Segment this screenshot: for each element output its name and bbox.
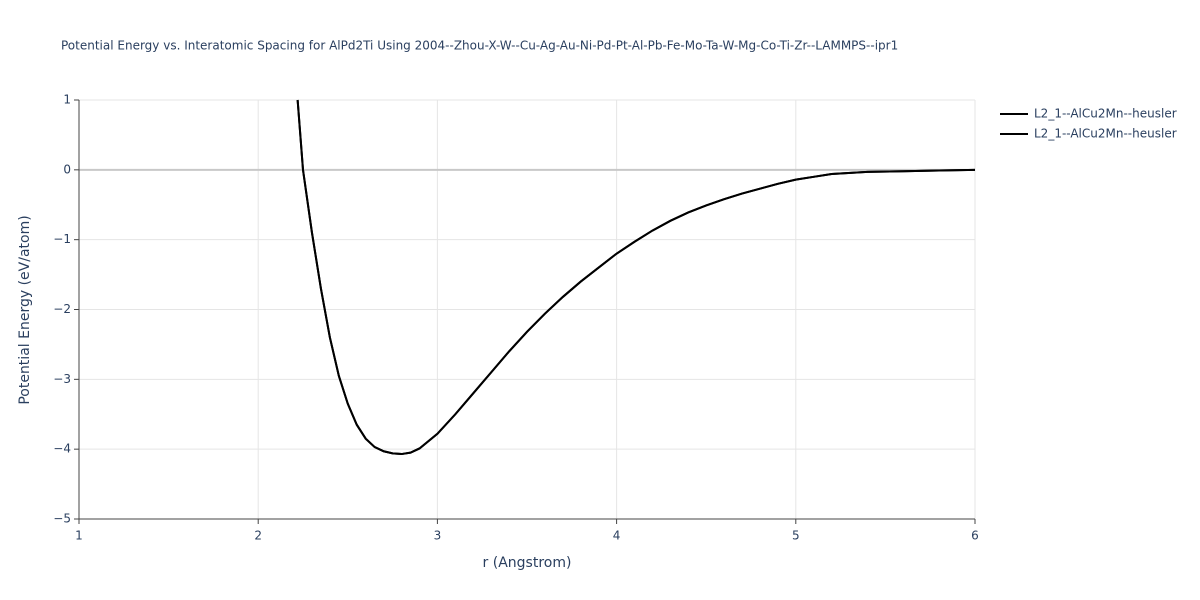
series-line: [296, 99, 976, 456]
x-tick-label: 2: [254, 529, 262, 543]
legend-label: L2_1--AlCu2Mn--heusler: [1034, 127, 1177, 141]
x-tick-label: 6: [971, 529, 979, 543]
y-tick-label: −4: [53, 442, 71, 456]
chart-title: Potential Energy vs. Interatomic Spacing…: [61, 39, 898, 53]
y-tick-label: −5: [53, 512, 71, 526]
y-tick-label: −1: [53, 232, 71, 246]
y-tick-label: 1: [63, 93, 71, 107]
y-tick-label: −2: [53, 302, 71, 316]
legend-label: L2_1--AlCu2Mn--heusler: [1034, 107, 1177, 121]
y-tick-label: 0: [63, 162, 71, 176]
grid: [78, 99, 976, 520]
x-tick-label: 5: [792, 529, 800, 543]
axes: 1 2 3 4 5 6 1 0 −1 −2 −3 −4 −5: [53, 93, 979, 543]
y-tick-label: −3: [53, 372, 71, 386]
plot-area: [296, 99, 976, 456]
y-axis-label: Potential Energy (eV/atom): [17, 215, 33, 404]
x-tick-label: 1: [75, 529, 83, 543]
x-tick-label: 4: [613, 529, 621, 543]
x-axis-label: r (Angstrom): [483, 555, 572, 571]
series-line: [296, 99, 976, 456]
x-tick-label: 3: [434, 529, 442, 543]
